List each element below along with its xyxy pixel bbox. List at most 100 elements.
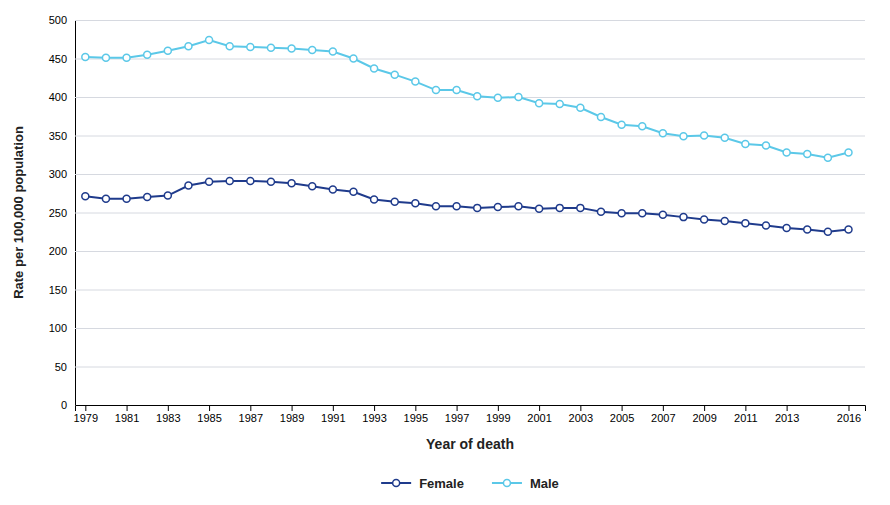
point (412, 78, 419, 85)
point (680, 133, 687, 140)
x-tick: 1999 (486, 405, 510, 424)
point (247, 43, 254, 50)
point (453, 203, 460, 210)
point (185, 43, 192, 50)
point (845, 226, 852, 233)
point (474, 204, 481, 211)
y-tick: 100 (49, 322, 865, 334)
point (267, 178, 274, 185)
point (102, 54, 109, 61)
tick-label: 2003 (569, 412, 593, 424)
x-tick: 1997 (445, 405, 469, 424)
x-tick: 1985 (197, 405, 221, 424)
point (639, 123, 646, 130)
point (701, 216, 708, 223)
tick-label: 200 (49, 245, 67, 257)
legend-label: Female (419, 476, 464, 491)
point (721, 217, 728, 224)
point (206, 37, 213, 44)
tick-label: 250 (49, 207, 67, 219)
tick-label: 1991 (321, 412, 345, 424)
point (680, 214, 687, 221)
tick-mark (539, 405, 540, 411)
point (556, 204, 563, 211)
point (102, 195, 109, 202)
x-tick: 2005 (610, 405, 634, 424)
tick-mark (622, 405, 623, 411)
line (85, 181, 848, 232)
point (226, 177, 233, 184)
tick-mark (663, 405, 664, 411)
point (123, 195, 130, 202)
point (288, 180, 295, 187)
point (412, 200, 419, 207)
y-axis-title: Rate per 100,000 population (11, 126, 26, 299)
tick-mark (848, 405, 849, 411)
point (536, 205, 543, 212)
y-tick: 0 (61, 399, 865, 411)
tick-label: 500 (49, 14, 67, 26)
tick-label: 1997 (445, 412, 469, 424)
point (618, 121, 625, 128)
legend: Female Male (381, 476, 559, 491)
tick-mark (704, 405, 705, 411)
tick-label: 1983 (156, 412, 180, 424)
tick-mark (580, 405, 581, 411)
point (701, 132, 708, 139)
y-tick: 200 (49, 245, 865, 257)
y-tick: 450 (49, 53, 865, 65)
tick-mark (85, 405, 86, 411)
tick-mark (745, 405, 746, 411)
point (371, 65, 378, 72)
point (721, 134, 728, 141)
grid-line (75, 20, 865, 21)
tick-label: 1979 (74, 412, 98, 424)
grid-line (75, 290, 865, 291)
legend-marker (393, 480, 400, 487)
tick-mark (292, 405, 293, 411)
point (762, 222, 769, 229)
tick-mark (498, 405, 499, 411)
tick-mark (168, 405, 169, 411)
point (659, 130, 666, 137)
tick-label: 2007 (651, 412, 675, 424)
point (144, 194, 151, 201)
point (597, 114, 604, 121)
x-tick: 2011 (734, 405, 758, 424)
point (185, 182, 192, 189)
point (804, 150, 811, 157)
tick-label: 2016 (837, 412, 861, 424)
legend-item: Female (381, 476, 464, 491)
tick-mark (250, 405, 251, 411)
marks (82, 37, 852, 236)
tick-label: 1993 (362, 412, 386, 424)
chart: 0501001502002503003504004505001979198119… (0, 0, 890, 505)
x-tick: 1983 (156, 405, 180, 424)
x-tick: 2016 (837, 405, 861, 424)
point (659, 211, 666, 218)
grid-line (75, 251, 865, 252)
series (82, 177, 852, 235)
point (515, 203, 522, 210)
legend-item: Male (492, 476, 559, 491)
tick-label: 1989 (280, 412, 304, 424)
point (82, 53, 89, 60)
point (350, 55, 357, 62)
point (762, 142, 769, 149)
series (82, 37, 852, 162)
grid-line (75, 213, 865, 214)
grid-line (75, 174, 865, 175)
point (391, 71, 398, 78)
x-tick: 1991 (321, 405, 345, 424)
tick-label: 1981 (115, 412, 139, 424)
point (350, 188, 357, 195)
grid-line (75, 367, 865, 368)
point (474, 93, 481, 100)
tick-label: 400 (49, 91, 67, 103)
grid-line (75, 59, 865, 60)
point (309, 47, 316, 54)
point (556, 100, 563, 107)
tick-label: 350 (49, 130, 67, 142)
plot: 0501001502002503003504004505001979198119… (11, 14, 866, 452)
x-tick: 2009 (692, 405, 716, 424)
